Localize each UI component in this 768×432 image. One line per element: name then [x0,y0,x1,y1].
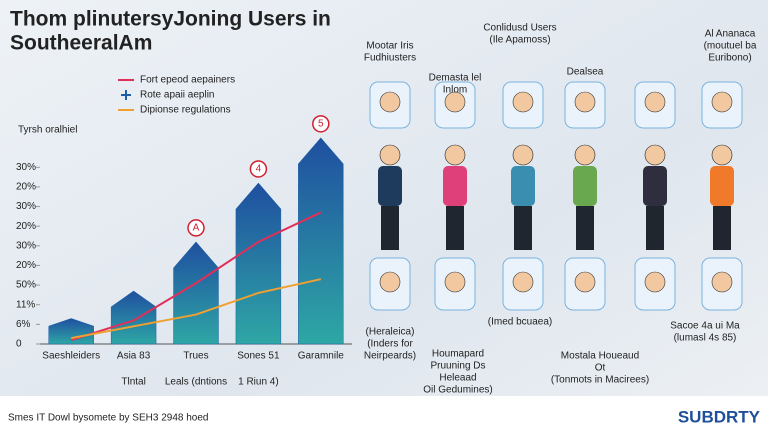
people-illustration [369,81,743,311]
x-tick-label: Asia 83 [117,351,151,362]
illustration-label: (Ile Apamoss) [489,35,550,46]
x-tick-label: Saeshleiders [42,351,100,362]
illustration-label: (Inders for [367,339,413,350]
y-axis-label: Tyrsh oralhiel [18,125,77,136]
x-sub-label: Tlntal [121,377,145,388]
badge-label: A [193,223,200,234]
illustration-label: Mootar Iris [366,41,413,52]
torso [573,166,597,206]
y-tick-label: 50% [16,280,36,291]
portrait-head [379,91,401,113]
y-tick-label: 20% [16,260,36,271]
legend-label: Rote apaii aeplin [140,90,215,101]
badge-label: 4 [256,164,262,175]
torso [511,166,535,206]
illustration-label: (moutuel ba [704,41,757,52]
illustration-label: Houmapard [432,349,484,360]
badge [187,219,205,237]
portrait-head [444,91,466,113]
footer-bar [0,396,768,432]
bar [48,318,94,345]
y-tick-label: 0 [16,339,22,350]
illustration-label: (Tonmots in Macirees) [551,375,649,386]
y-tick-label: 30% [16,201,36,212]
line [71,278,322,340]
illustration-label: Oil Gedumines) [423,385,492,396]
illustration-label: (Heraleica) [366,327,415,338]
illustration-label: Heleaad [439,373,476,384]
head [512,144,534,166]
legs [446,206,464,250]
legs [646,206,664,250]
legs [713,206,731,250]
y-tick-label: 20% [16,221,36,232]
line [70,211,322,342]
badge [312,115,330,133]
torso [378,166,402,206]
legs [381,206,399,250]
illustration-label: (lumasl 4s 85) [674,333,737,344]
bar [298,137,344,345]
bar [173,241,219,345]
legs [514,206,532,250]
bottom-head [379,271,401,293]
head [574,144,596,166]
x-tick-label: Garamnile [298,351,345,362]
y-tick-label: 20% [16,182,36,193]
illustration-label: Inlom [443,85,467,96]
torso [643,166,667,206]
title: Thom plinutersyJoning Users in [10,8,331,31]
portrait-head [574,91,596,113]
badge-label: 5 [318,118,324,129]
head [444,144,466,166]
illustration-label: Mostala Houeaud [561,351,639,362]
illustration-label: Conlidusd Users [483,23,556,34]
x-tick-label: Trues [183,351,208,362]
portrait-head [644,91,666,113]
bottom-head [444,271,466,293]
illustration-label: Dealsea [567,67,604,78]
bar [110,290,157,345]
illustration-label: Fudhiusters [364,53,416,64]
portrait-head [711,91,733,113]
x-sub-label: Leals (dntions [165,377,227,388]
illustration-label: Demasta lel [429,73,482,84]
head [711,144,733,166]
legend-label: Dipionse regulations [140,105,231,116]
x-sub-label: 1 Riun 4) [238,377,279,388]
illustration-label: Sacoe 4a ui Ma [670,321,740,332]
y-tick-label: 30% [16,240,36,251]
bottom-head [644,271,666,293]
torso [710,166,734,206]
bottom-head [711,271,733,293]
head [644,144,666,166]
illustration-label: Euribono) [708,53,751,64]
illustration-label: Al Ananaca [705,29,756,40]
illustration-label: Pruuning Ds [430,361,485,372]
bar [235,182,282,345]
title: SoutheeralAm [10,32,152,55]
illustration-label: Ot [595,363,606,374]
illustration-label: Neirpeards) [364,351,416,362]
head [379,144,401,166]
illustration-label: (Imed bcuaea) [488,317,552,328]
y-tick-label: 6% [16,319,31,330]
footer-text: Smes IT Dowl bysomete by SEH3 2948 hoed [8,413,208,424]
badge [249,160,268,178]
x-tick-label: Sones 51 [237,351,280,362]
torso [443,166,467,206]
y-tick-label: 30% [16,162,36,173]
legend-label: Fort epeod aepainers [140,75,235,86]
bottom-head [574,271,596,293]
legs [576,206,594,250]
bottom-head [512,271,534,293]
portrait-head [512,91,534,113]
y-tick-label: 11% [16,299,35,310]
logo: SUBDRTY [678,407,761,426]
